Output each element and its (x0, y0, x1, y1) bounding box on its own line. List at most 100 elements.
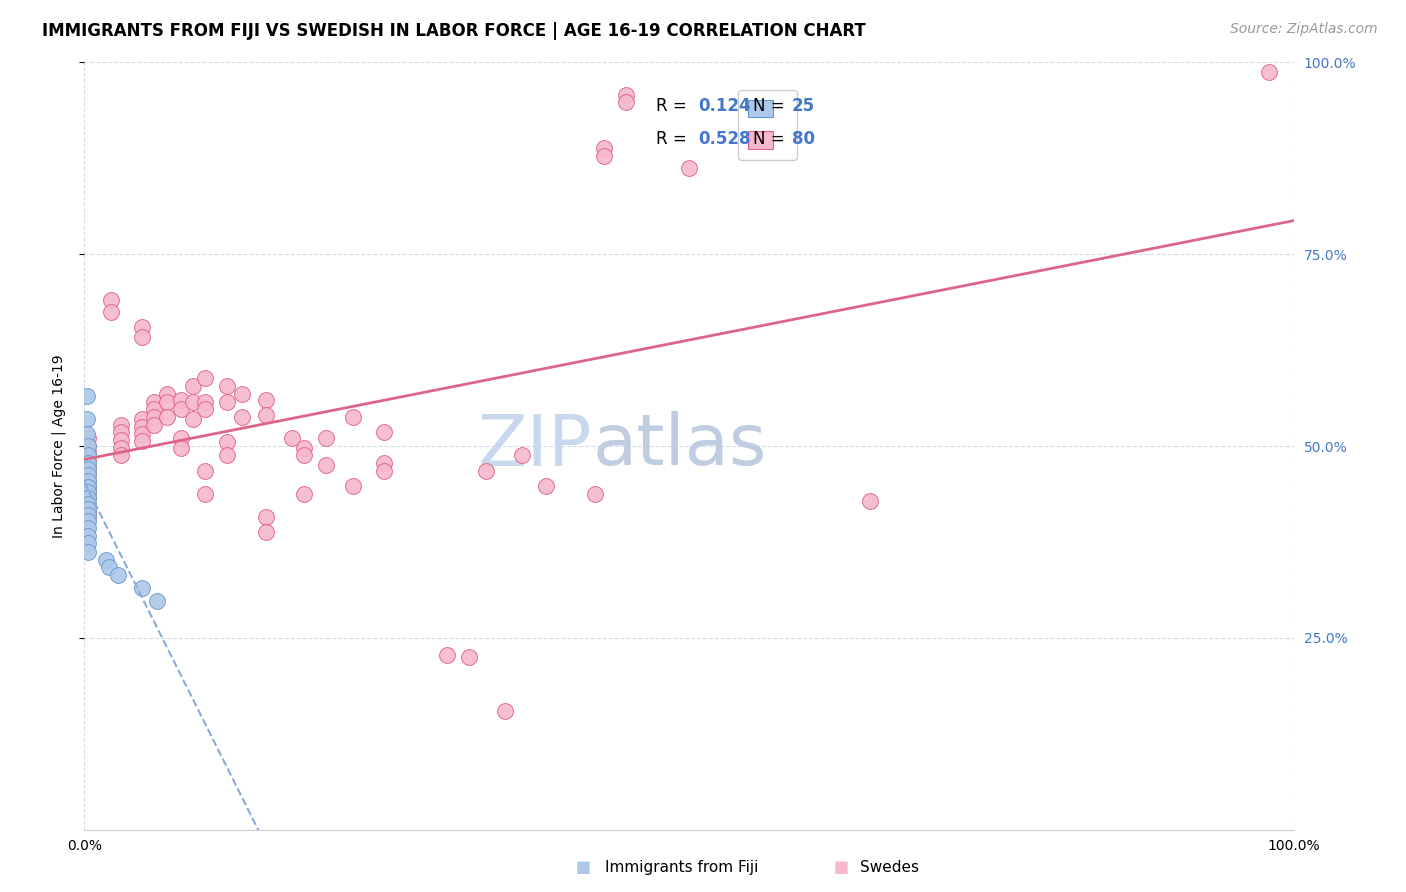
Point (77, 445, 100, 459)
Point (77, 431, 100, 445)
Point (110, 418, 132, 433)
Point (170, 392, 193, 407)
Point (215, 379, 238, 393)
Text: atlas: atlas (592, 411, 766, 481)
Text: Immigrants from Fiji: Immigrants from Fiji (605, 860, 758, 874)
Text: 25: 25 (792, 97, 815, 115)
Text: 0.528: 0.528 (699, 130, 751, 148)
Point (77, 496, 100, 510)
Point (100, 304, 122, 318)
Point (593, 149, 616, 163)
Point (77, 452, 100, 467)
Point (77, 462, 100, 476)
Point (77, 480, 100, 494)
Point (194, 394, 217, 409)
Text: 0.124: 0.124 (699, 97, 751, 115)
Point (77, 467, 100, 481)
Point (294, 486, 316, 500)
Point (131, 434, 153, 449)
Point (77, 514, 100, 528)
Point (231, 409, 253, 424)
Point (131, 320, 153, 334)
Point (77, 474, 100, 488)
Point (110, 425, 132, 440)
Point (146, 594, 169, 608)
Text: N =: N = (754, 97, 790, 115)
Point (155, 394, 177, 409)
Text: ▪: ▪ (832, 855, 849, 879)
Text: IMMIGRANTS FROM FIJI VS SWEDISH IN LABOR FORCE | AGE 16-19 CORRELATION CHART: IMMIGRANTS FROM FIJI VS SWEDISH IN LABOR… (42, 22, 866, 40)
Point (143, 402, 166, 417)
Point (143, 409, 166, 424)
Point (131, 412, 153, 426)
Point (77, 498, 100, 512)
Point (77, 439, 100, 453)
Point (131, 427, 153, 442)
Text: ZIP: ZIP (478, 411, 592, 481)
Point (614, 87, 637, 102)
Point (215, 394, 238, 409)
Point (583, 486, 606, 500)
Point (436, 648, 458, 662)
Point (315, 431, 337, 445)
Point (342, 479, 364, 493)
Point (76, 412, 98, 426)
Point (110, 433, 132, 447)
Point (254, 524, 277, 539)
Point (77, 504, 100, 518)
Point (678, 161, 700, 176)
Point (155, 409, 177, 424)
Point (77, 529, 100, 543)
Point (143, 394, 166, 409)
Point (131, 581, 153, 595)
Point (254, 409, 277, 423)
Point (194, 371, 217, 385)
Point (170, 441, 193, 455)
Point (77, 502, 100, 516)
Point (77, 521, 100, 535)
Point (107, 567, 129, 582)
Point (77, 545, 100, 559)
Y-axis label: In Labor Force | Age 16-19: In Labor Force | Age 16-19 (52, 354, 66, 538)
Point (77, 491, 100, 505)
Point (373, 464, 395, 478)
Point (77, 439, 100, 453)
Text: Swedes: Swedes (860, 860, 920, 874)
Point (77, 468, 100, 483)
Point (77, 459, 100, 474)
Point (94, 552, 117, 566)
Point (231, 387, 253, 401)
Point (77, 508, 100, 522)
Point (254, 392, 277, 407)
Point (215, 435, 238, 450)
Point (77, 485, 100, 500)
Text: 80: 80 (792, 130, 814, 148)
Point (131, 420, 153, 434)
Point (1258, 64, 1281, 78)
Point (536, 479, 558, 493)
Text: R =: R = (657, 97, 692, 115)
Point (77, 480, 100, 494)
Point (77, 491, 100, 505)
Text: N =: N = (754, 130, 790, 148)
Point (143, 417, 166, 432)
Text: R =: R = (657, 130, 692, 148)
Point (77, 485, 100, 500)
Point (281, 431, 304, 445)
Point (97, 560, 120, 574)
Point (475, 464, 498, 478)
Point (181, 379, 204, 393)
Point (194, 402, 217, 417)
Point (194, 486, 217, 500)
Point (373, 425, 395, 440)
Point (110, 441, 132, 455)
Point (76, 389, 98, 403)
Point (181, 412, 204, 426)
Legend: , : , (738, 90, 797, 160)
Point (294, 448, 316, 462)
Point (77, 536, 100, 550)
Point (315, 458, 337, 473)
Point (510, 448, 533, 462)
Point (494, 704, 516, 718)
Point (131, 330, 153, 344)
